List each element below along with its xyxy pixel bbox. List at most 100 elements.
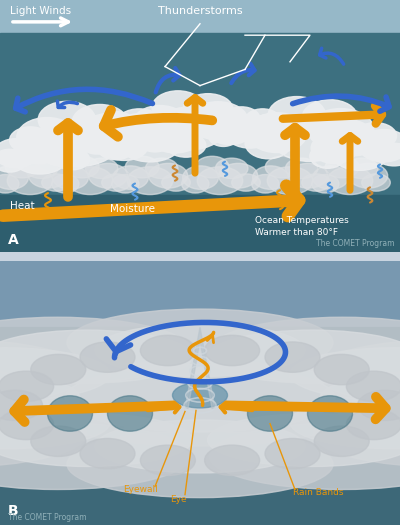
Ellipse shape	[72, 104, 127, 139]
Ellipse shape	[65, 364, 335, 432]
Ellipse shape	[249, 114, 290, 141]
Text: Moisture: Moisture	[110, 204, 155, 214]
Ellipse shape	[216, 158, 248, 179]
Ellipse shape	[7, 167, 53, 195]
Ellipse shape	[81, 133, 112, 154]
Ellipse shape	[358, 130, 400, 162]
Ellipse shape	[0, 390, 42, 421]
Ellipse shape	[26, 158, 58, 179]
Ellipse shape	[102, 174, 130, 191]
Ellipse shape	[99, 124, 151, 156]
Ellipse shape	[195, 156, 229, 178]
Ellipse shape	[327, 167, 373, 195]
Ellipse shape	[0, 174, 19, 193]
Ellipse shape	[140, 445, 195, 476]
Bar	[0, 195, 400, 252]
Text: Heat: Heat	[10, 201, 35, 211]
Ellipse shape	[0, 340, 86, 406]
Text: Thunderstorms: Thunderstorms	[158, 6, 242, 16]
Ellipse shape	[314, 401, 400, 467]
Ellipse shape	[289, 163, 328, 188]
Text: The COMET Program: The COMET Program	[8, 513, 86, 522]
Ellipse shape	[113, 166, 148, 190]
Ellipse shape	[146, 158, 178, 179]
Ellipse shape	[48, 396, 92, 431]
Ellipse shape	[267, 167, 313, 195]
Ellipse shape	[205, 335, 260, 366]
Ellipse shape	[310, 144, 346, 169]
Ellipse shape	[0, 348, 110, 401]
Ellipse shape	[197, 167, 243, 195]
Ellipse shape	[138, 132, 172, 152]
Ellipse shape	[89, 163, 128, 188]
Ellipse shape	[140, 335, 195, 366]
Ellipse shape	[314, 426, 369, 456]
Ellipse shape	[29, 361, 371, 446]
Ellipse shape	[38, 135, 86, 166]
Ellipse shape	[67, 430, 333, 498]
Ellipse shape	[205, 445, 260, 476]
Text: Eyewall: Eyewall	[123, 485, 157, 494]
Ellipse shape	[290, 396, 400, 449]
Ellipse shape	[95, 420, 305, 473]
Ellipse shape	[208, 414, 400, 467]
Ellipse shape	[226, 118, 274, 148]
Ellipse shape	[166, 133, 206, 157]
Ellipse shape	[127, 167, 173, 195]
Ellipse shape	[325, 156, 359, 178]
Ellipse shape	[0, 423, 190, 489]
Ellipse shape	[86, 158, 118, 179]
Ellipse shape	[0, 166, 28, 190]
Ellipse shape	[313, 166, 348, 190]
Ellipse shape	[346, 410, 400, 439]
Ellipse shape	[182, 174, 209, 193]
Ellipse shape	[80, 342, 135, 372]
Ellipse shape	[375, 143, 400, 166]
Ellipse shape	[210, 423, 400, 489]
Ellipse shape	[252, 174, 279, 193]
Ellipse shape	[15, 132, 61, 164]
Ellipse shape	[265, 156, 299, 178]
Ellipse shape	[210, 117, 248, 142]
Ellipse shape	[144, 111, 189, 140]
Ellipse shape	[149, 163, 188, 188]
Ellipse shape	[116, 109, 163, 139]
Ellipse shape	[38, 101, 96, 138]
Ellipse shape	[232, 174, 260, 191]
Ellipse shape	[152, 91, 204, 124]
Ellipse shape	[188, 102, 248, 140]
Ellipse shape	[286, 158, 318, 179]
Text: Ocean Temperatures
Warmer than 80°F: Ocean Temperatures Warmer than 80°F	[255, 216, 349, 237]
Ellipse shape	[247, 113, 307, 153]
Ellipse shape	[65, 156, 99, 178]
Ellipse shape	[245, 128, 291, 159]
Ellipse shape	[118, 123, 182, 162]
Ellipse shape	[95, 324, 305, 376]
Ellipse shape	[183, 93, 233, 125]
Text: Rain Bands: Rain Bands	[293, 488, 343, 497]
Ellipse shape	[183, 166, 218, 190]
Ellipse shape	[53, 166, 88, 190]
Ellipse shape	[131, 119, 173, 148]
Ellipse shape	[97, 134, 135, 160]
Ellipse shape	[96, 112, 136, 136]
Bar	[0, 261, 400, 328]
Ellipse shape	[263, 126, 293, 144]
Ellipse shape	[108, 396, 152, 431]
Ellipse shape	[223, 107, 260, 130]
Ellipse shape	[31, 354, 86, 385]
Ellipse shape	[0, 371, 54, 402]
Ellipse shape	[209, 127, 238, 146]
Ellipse shape	[67, 309, 333, 376]
Ellipse shape	[208, 330, 400, 383]
Ellipse shape	[362, 174, 390, 191]
Ellipse shape	[349, 163, 388, 188]
Ellipse shape	[314, 354, 369, 385]
Ellipse shape	[302, 174, 330, 191]
Bar	[0, 33, 400, 252]
Ellipse shape	[219, 163, 258, 188]
Ellipse shape	[268, 97, 326, 133]
Ellipse shape	[5, 156, 39, 178]
Polygon shape	[185, 328, 215, 408]
Ellipse shape	[42, 174, 70, 191]
